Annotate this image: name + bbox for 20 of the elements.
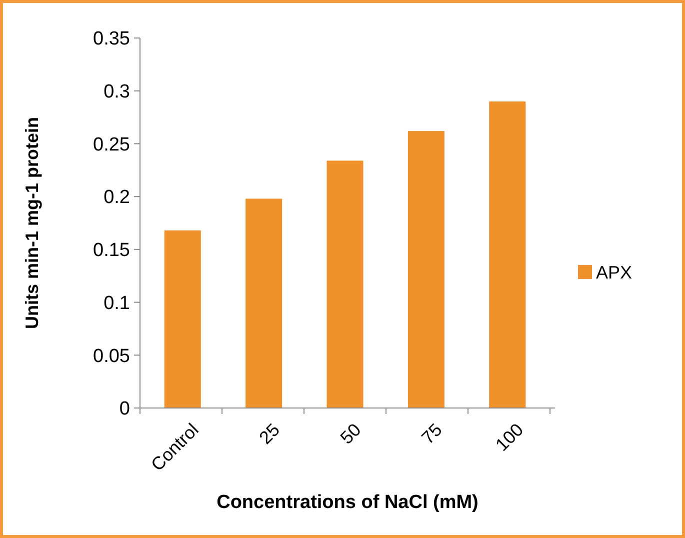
y-tick-label: 0.2 (104, 187, 130, 208)
bar (164, 230, 201, 408)
x-tick-label: 50 (336, 420, 365, 448)
y-tick-label: 0 (119, 398, 130, 420)
x-tick-label: 75 (418, 420, 446, 448)
bar (408, 131, 444, 408)
bar (489, 101, 526, 408)
legend-label: APX (596, 262, 632, 282)
y-tick-label: 0.3 (104, 82, 130, 103)
bar (326, 160, 364, 408)
bar (246, 198, 282, 408)
y-tick-label: 0.15 (93, 240, 130, 262)
y-tick-label: 0.35 (93, 28, 130, 50)
x-tick-label: 100 (492, 420, 528, 455)
y-axis-title: Units min-1 mg-1 protein (22, 116, 42, 330)
x-tick-label: 25 (255, 420, 284, 448)
y-tick-label: 0.25 (93, 134, 130, 156)
y-tick-label: 0.05 (93, 346, 130, 367)
y-tick-label: 0.1 (104, 292, 130, 314)
x-axis-title: Concentrations of NaCl (mM) (216, 492, 478, 513)
